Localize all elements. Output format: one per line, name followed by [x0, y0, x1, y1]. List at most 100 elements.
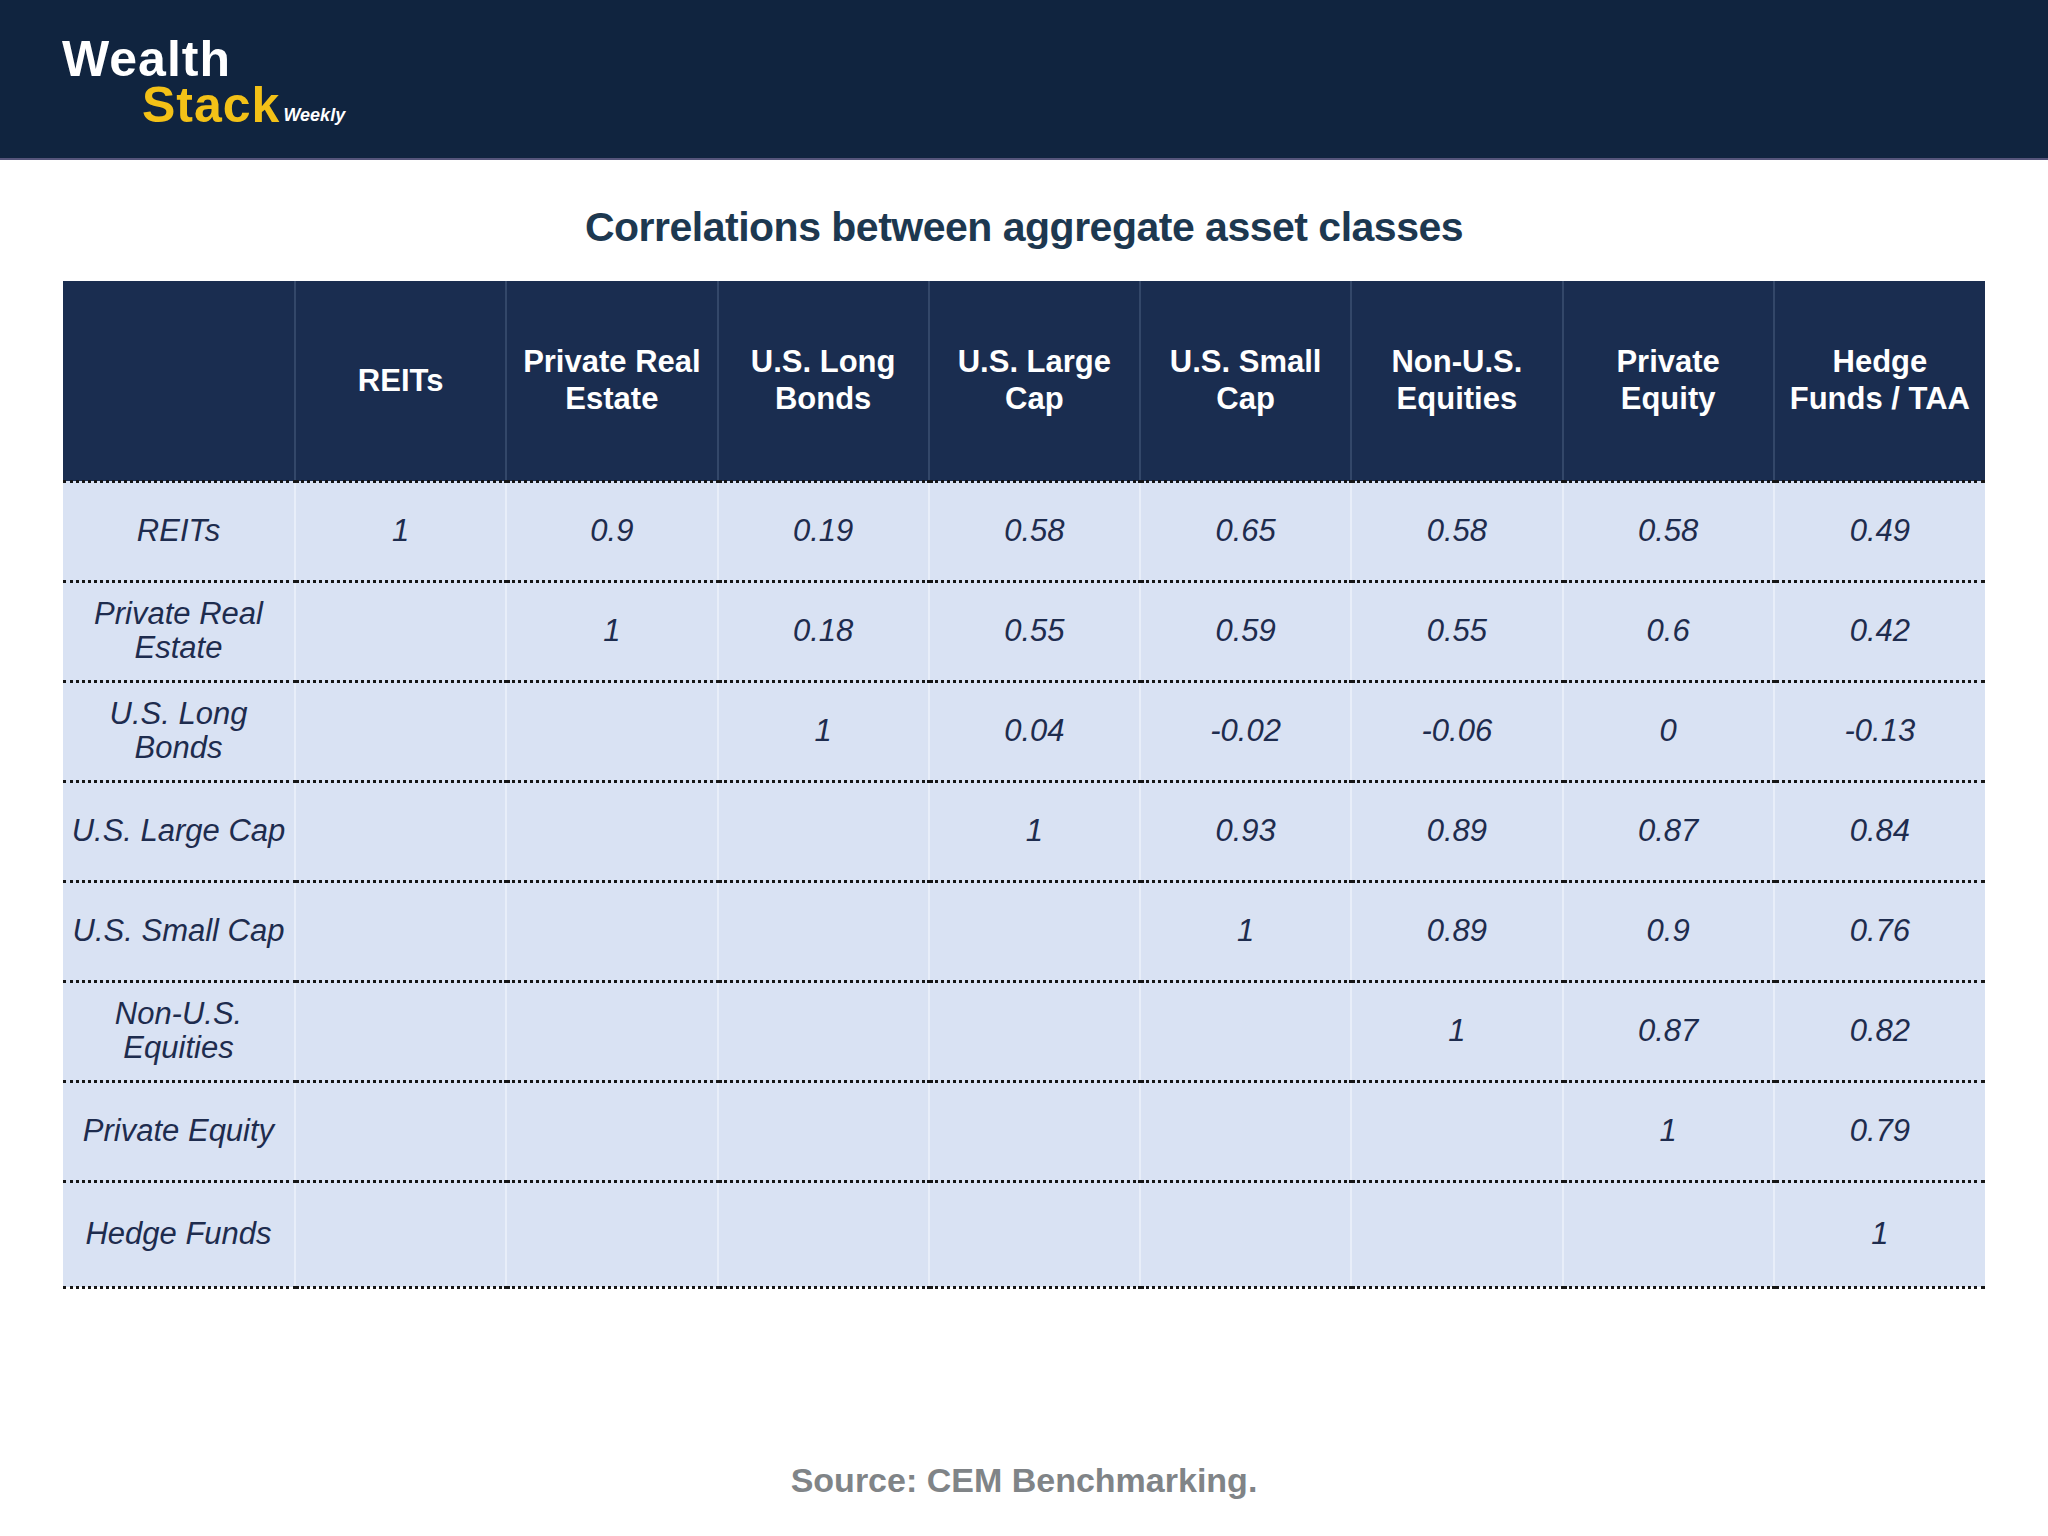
correlation-cell: 0.58 [1563, 481, 1774, 581]
correlation-cell [1351, 1181, 1562, 1287]
table-row: U.S. Long Bonds 10.04-0.02-0.060-0.13 [63, 681, 1985, 781]
correlation-cell: -0.13 [1774, 681, 1985, 781]
correlation-cell: 0.42 [1774, 581, 1985, 681]
logo-weekly-text: Weekly [283, 106, 345, 124]
correlation-cell: 1 [295, 481, 506, 581]
correlation-cell: 0.82 [1774, 981, 1985, 1081]
column-header: Private Equity [1563, 281, 1774, 481]
correlation-cell [295, 1181, 506, 1287]
correlation-cell [295, 981, 506, 1081]
column-header: Non-U.S. Equities [1351, 281, 1562, 481]
correlation-cell [1563, 1181, 1774, 1287]
table-row: Non-U.S. Equities10.870.82 [63, 981, 1985, 1081]
wealthstack-logo: Wealth Stack Weekly [62, 34, 345, 130]
correlation-cell [1140, 1081, 1351, 1181]
column-header: U.S. Small Cap [1140, 281, 1351, 481]
correlation-cell [295, 581, 506, 681]
top-brand-bar: Wealth Stack Weekly [0, 0, 2048, 160]
correlation-cell [506, 881, 717, 981]
correlation-cell: 0.76 [1774, 881, 1985, 981]
row-label: REITs [63, 481, 295, 581]
table-row: REITs10.90.190.580.650.580.580.49 [63, 481, 1985, 581]
column-header: U.S. Large Cap [929, 281, 1140, 481]
correlation-cell: 0.89 [1351, 881, 1562, 981]
correlation-cell: 1 [1140, 881, 1351, 981]
row-label: Hedge Funds [63, 1181, 295, 1287]
table-row: Hedge Funds 1 [63, 1181, 1985, 1287]
correlation-cell: 0.55 [929, 581, 1140, 681]
table-row: U.S. Large Cap 10.930.890.870.84 [63, 781, 1985, 881]
correlation-cell [718, 1181, 929, 1287]
correlation-cell [506, 1181, 717, 1287]
correlation-cell [929, 981, 1140, 1081]
correlation-cell: 0.79 [1774, 1081, 1985, 1181]
correlation-cell: 1 [1563, 1081, 1774, 1181]
correlation-cell: 0.59 [1140, 581, 1351, 681]
correlation-cell: 0.19 [718, 481, 929, 581]
correlation-cell [718, 881, 929, 981]
row-label: Private Equity [63, 1081, 295, 1181]
column-header: REITs [295, 281, 506, 481]
correlation-cell: 0.6 [1563, 581, 1774, 681]
correlation-cell [506, 1081, 717, 1181]
correlation-cell: 1 [1774, 1181, 1985, 1287]
table-row: Private Equity 10.79 [63, 1081, 1985, 1181]
correlation-cell [1140, 981, 1351, 1081]
correlation-cell: 0.49 [1774, 481, 1985, 581]
correlation-cell: 0.87 [1563, 981, 1774, 1081]
correlation-cell: 1 [929, 781, 1140, 881]
correlation-cell: 0.9 [506, 481, 717, 581]
table-row: U.S. Small Cap 10.890.90.76 [63, 881, 1985, 981]
correlation-cell: 0.55 [1351, 581, 1562, 681]
correlation-cell [718, 981, 929, 1081]
correlation-cell [295, 881, 506, 981]
corner-cell [63, 281, 295, 481]
column-header: U.S. Long Bonds [718, 281, 929, 481]
row-label: U.S. Small Cap [63, 881, 295, 981]
correlation-table-wrapper: REITsPrivate Real EstateU.S. Long BondsU… [63, 281, 1985, 1289]
logo-stack-row: Stack Weekly [142, 80, 345, 130]
row-label: Private Real Estate [63, 581, 295, 681]
correlation-cell: 0.93 [1140, 781, 1351, 881]
correlation-cell: 0.89 [1351, 781, 1562, 881]
correlation-cell [1351, 1081, 1562, 1181]
table-row: Private Real Estate10.180.550.590.550.60… [63, 581, 1985, 681]
correlation-cell [929, 1181, 1140, 1287]
correlation-cell [929, 1081, 1140, 1181]
column-header: Hedge Funds / TAA [1774, 281, 1985, 481]
correlation-cell [295, 1081, 506, 1181]
correlation-table: REITsPrivate Real EstateU.S. Long BondsU… [63, 281, 1985, 1289]
source-note: Source: CEM Benchmarking. [0, 1461, 2048, 1500]
row-label: U.S. Large Cap [63, 781, 295, 881]
table-body: REITs10.90.190.580.650.580.580.49Private… [63, 481, 1985, 1287]
correlation-cell: 0.18 [718, 581, 929, 681]
page-title: Correlations between aggregate asset cla… [0, 204, 2048, 251]
correlation-cell: 0.87 [1563, 781, 1774, 881]
correlation-cell [295, 681, 506, 781]
correlation-cell [295, 781, 506, 881]
correlation-cell [1140, 1181, 1351, 1287]
correlation-cell: 0.9 [1563, 881, 1774, 981]
correlation-cell: -0.06 [1351, 681, 1562, 781]
page: Wealth Stack Weekly Correlations between… [0, 0, 2048, 1536]
row-label: U.S. Long Bonds [63, 681, 295, 781]
correlation-cell: 1 [506, 581, 717, 681]
correlation-cell [929, 881, 1140, 981]
correlation-cell [506, 981, 717, 1081]
correlation-cell: 0.58 [1351, 481, 1562, 581]
correlation-cell [506, 681, 717, 781]
correlation-cell: 0.58 [929, 481, 1140, 581]
correlation-cell: 0.04 [929, 681, 1140, 781]
correlation-cell: 0.84 [1774, 781, 1985, 881]
correlation-cell: -0.02 [1140, 681, 1351, 781]
row-label: Non-U.S. Equities [63, 981, 295, 1081]
correlation-cell [506, 781, 717, 881]
header-row: REITsPrivate Real EstateU.S. Long BondsU… [63, 281, 1985, 481]
correlation-cell [718, 781, 929, 881]
correlation-cell [718, 1081, 929, 1181]
correlation-cell: 1 [718, 681, 929, 781]
column-header: Private Real Estate [506, 281, 717, 481]
table-header: REITsPrivate Real EstateU.S. Long BondsU… [63, 281, 1985, 481]
logo-stack-text: Stack [142, 80, 280, 130]
correlation-cell: 0 [1563, 681, 1774, 781]
